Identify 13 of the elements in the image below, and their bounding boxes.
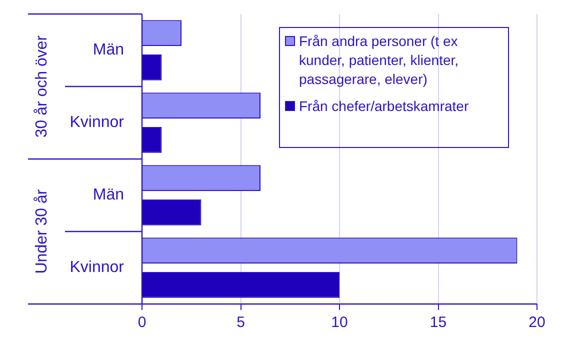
x-tick-label: 5 xyxy=(236,314,245,332)
y-tick-label: Kvinnor xyxy=(70,114,125,132)
y-tick-label: Män xyxy=(92,42,124,59)
x-tick-label: 15 xyxy=(430,314,447,332)
text: Under 30 år xyxy=(33,188,50,274)
text: 30 år och över xyxy=(33,34,50,138)
y-tick-label: Män xyxy=(92,186,124,204)
legend-label: Från andra personer (t ex kunder, patienter, klienter, passagerare, elever) xyxy=(299,32,460,89)
x-tick-label: 20 xyxy=(528,314,546,332)
legend-label: Från chefer/arbetskamrater xyxy=(299,97,469,116)
x-tick-label: 10 xyxy=(331,314,348,332)
y-tick-label: Kvinnor xyxy=(70,259,125,276)
x-tick-label: 0 xyxy=(138,314,146,332)
